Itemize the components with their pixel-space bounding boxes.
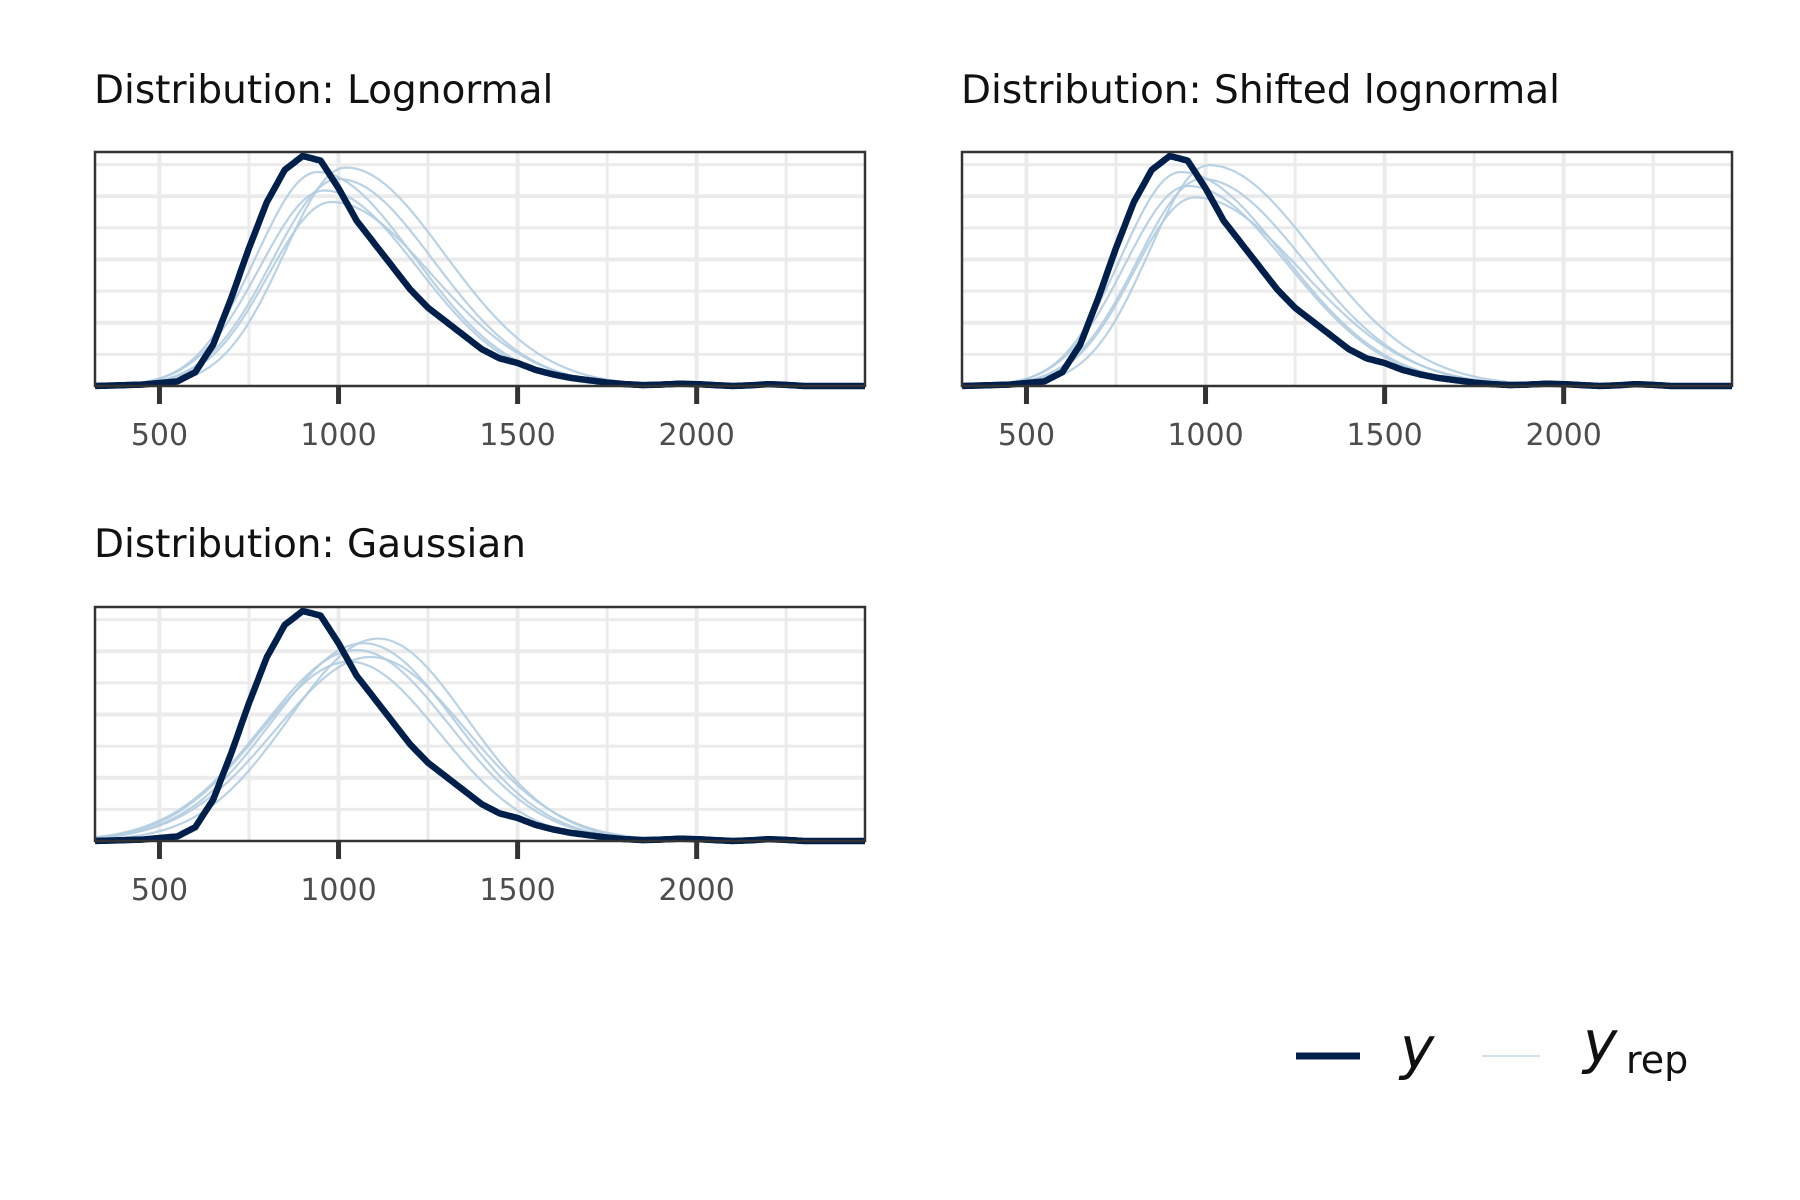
x-tick-label: 1000 (300, 873, 376, 908)
series-yrep-line (94, 655, 863, 843)
panel-lognormal: Distribution: Lognormal 500 1000 1500 2000 (93, 68, 867, 453)
panel-title: Distribution: Lognormal (94, 68, 553, 113)
x-tick-label: 500 (131, 418, 188, 453)
series-yrep-line (94, 642, 863, 843)
x-tick-label: 1500 (479, 418, 555, 453)
x-tick-label: 2000 (1525, 418, 1601, 453)
x-tick-label: 1000 (300, 418, 376, 453)
plot-area: 500 1000 1500 2000 (93, 150, 867, 453)
panel-gaussian: Distribution: Gaussian 500 1000 1500 2000 (93, 522, 867, 908)
legend-label-y: y (1398, 1014, 1435, 1082)
legend-label-yrep: y (1581, 1008, 1618, 1076)
panel-border (93, 605, 867, 843)
plot-area: 500 1000 1500 2000 (960, 150, 1734, 453)
series-y-line (93, 607, 867, 845)
series-y-line (960, 152, 1734, 390)
panel-border (93, 150, 867, 388)
x-tick-label: 500 (131, 873, 188, 908)
series-y-line (93, 152, 867, 390)
x-tick-label: 1500 (479, 873, 555, 908)
x-tick-label: 500 (998, 418, 1055, 453)
x-tick-label: 2000 (658, 873, 734, 908)
series-yrep-line (95, 200, 863, 388)
legend-label-yrep-subscript: rep (1626, 1038, 1688, 1082)
panel-shifted-lognormal: Distribution: Shifted lognormal 500 1000 1… (960, 68, 1734, 453)
panel-title: Distribution: Shifted lognormal (961, 68, 1560, 113)
panel-title: Distribution: Gaussian (94, 522, 526, 567)
x-tick-label: 2000 (658, 418, 734, 453)
legend: y y rep (1296, 1008, 1688, 1082)
panel-border (960, 150, 1734, 388)
x-tick-label: 1500 (1346, 418, 1422, 453)
plot-area: 500 1000 1500 2000 (93, 605, 867, 908)
x-tick-label: 1000 (1167, 418, 1243, 453)
